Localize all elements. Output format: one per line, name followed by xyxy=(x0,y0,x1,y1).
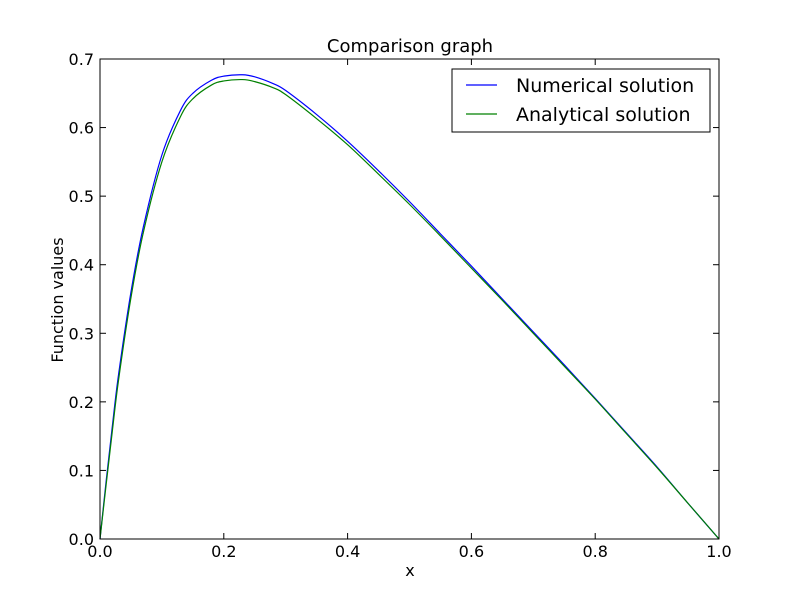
plot-area-frame xyxy=(99,58,720,540)
y-tick-label: 0.5 xyxy=(69,187,94,206)
plot-lines xyxy=(99,74,720,540)
x-axis-label: x xyxy=(405,561,414,580)
series-line-0 xyxy=(99,74,720,540)
x-tick-label: 1.0 xyxy=(706,542,731,561)
x-tick-label: 0.2 xyxy=(211,542,236,561)
y-tick-label: 0.2 xyxy=(69,393,94,412)
y-tick-label: 0.0 xyxy=(69,530,94,549)
legend: Numerical solution Analytical solution xyxy=(451,68,711,133)
legend-entry-label: Numerical solution xyxy=(516,75,694,97)
legend-box xyxy=(451,68,711,133)
series-line-1 xyxy=(99,78,720,540)
x-tick-label: 0.4 xyxy=(335,542,360,561)
axis-ticks: 0.0 0.2 0.4 0.6 0.8 1.0 0.0 0.1 0.2 0.3 0.4 0.5 0.6 0… xyxy=(69,50,732,561)
x-tick-label: 0.6 xyxy=(459,542,484,561)
y-tick-label: 0.1 xyxy=(69,461,94,480)
x-tick-label: 0.0 xyxy=(87,542,112,561)
chart-title: Comparison graph xyxy=(327,36,493,57)
y-tick-label: 0.6 xyxy=(69,119,94,138)
y-tick-label: 0.7 xyxy=(69,50,94,69)
y-tick-label: 0.3 xyxy=(69,324,94,343)
legend-entry-label: Analytical solution xyxy=(516,104,691,126)
x-tick-label: 0.8 xyxy=(582,542,607,561)
y-tick-label: 0.4 xyxy=(69,256,94,275)
y-axis-label: Function values xyxy=(48,237,67,362)
